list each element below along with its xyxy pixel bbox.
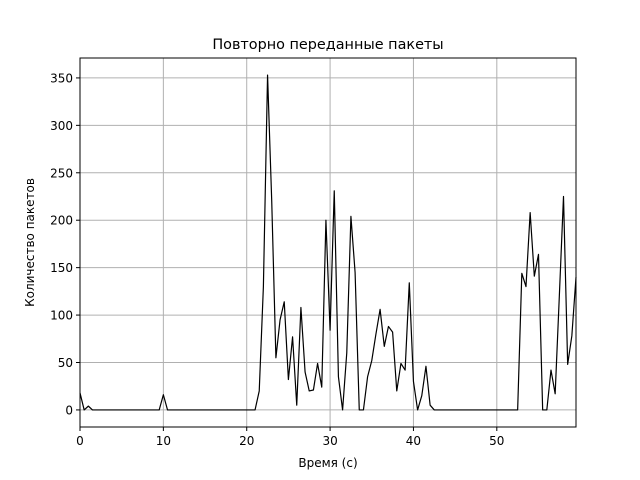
y-tick-label: 350 (50, 71, 73, 85)
x-tick-label: 10 (156, 434, 171, 448)
axis-ticks: 0 10 20 30 40 50 0 50 100 150 200 250 300 350 (50, 71, 504, 448)
y-axis-label: Количество пакетов (23, 178, 37, 307)
x-tick-label: 30 (322, 434, 337, 448)
y-tick-label: 0 (65, 403, 73, 417)
y-tick-label: 250 (50, 166, 73, 180)
x-tick-label: 50 (489, 434, 504, 448)
series-line (79, 74, 577, 411)
y-tick-label: 200 (50, 214, 73, 228)
grid (79, 58, 576, 427)
y-tick-label: 300 (50, 119, 73, 133)
x-tick-label: 20 (239, 434, 254, 448)
plot-frame (79, 57, 577, 428)
x-tick-label: 0 (76, 434, 84, 448)
chart-title: Повторно переданные пакеты (212, 37, 443, 53)
x-tick-label: 40 (406, 434, 421, 448)
y-tick-label: 100 (50, 309, 73, 323)
x-axis-label: Время (с) (298, 456, 357, 470)
y-tick-label: 150 (50, 261, 73, 275)
y-tick-label: 50 (58, 356, 73, 370)
series-layer (79, 74, 577, 411)
